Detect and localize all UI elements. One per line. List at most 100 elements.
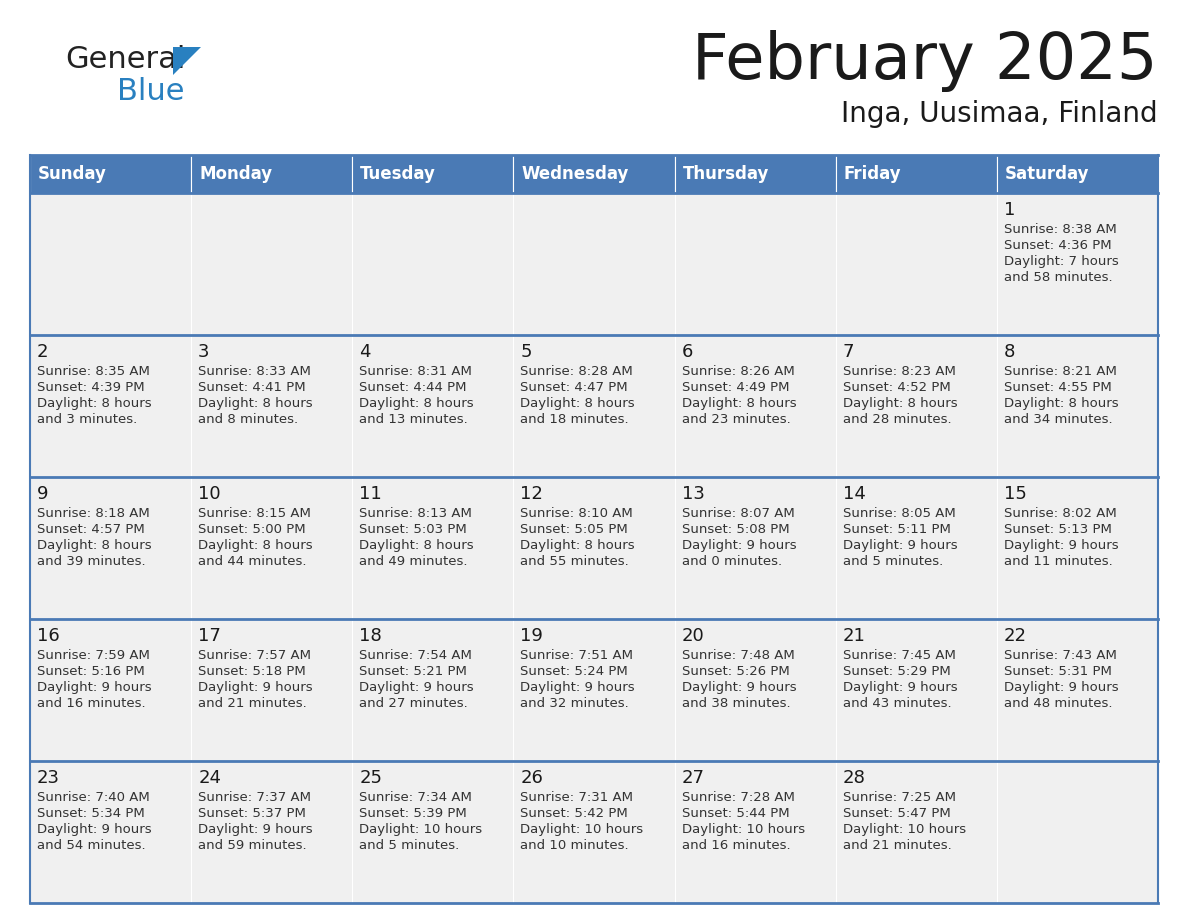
Text: Sunrise: 8:21 AM: Sunrise: 8:21 AM <box>1004 365 1117 378</box>
Text: General: General <box>65 45 185 74</box>
Text: and 38 minutes.: and 38 minutes. <box>682 697 790 710</box>
Text: Sunrise: 7:31 AM: Sunrise: 7:31 AM <box>520 791 633 804</box>
Text: Daylight: 9 hours: Daylight: 9 hours <box>37 823 152 836</box>
Bar <box>997 335 1158 477</box>
Text: Sunset: 5:16 PM: Sunset: 5:16 PM <box>37 665 145 678</box>
Text: and 27 minutes.: and 27 minutes. <box>359 697 468 710</box>
Text: and 43 minutes.: and 43 minutes. <box>842 697 952 710</box>
Text: Sunrise: 8:10 AM: Sunrise: 8:10 AM <box>520 507 633 520</box>
Text: Daylight: 9 hours: Daylight: 9 hours <box>682 681 796 694</box>
Bar <box>191 619 353 761</box>
Text: Sunset: 4:47 PM: Sunset: 4:47 PM <box>520 381 628 394</box>
Bar <box>835 477 997 619</box>
Text: and 10 minutes.: and 10 minutes. <box>520 839 630 852</box>
Text: and 39 minutes.: and 39 minutes. <box>37 555 146 568</box>
Text: and 55 minutes.: and 55 minutes. <box>520 555 630 568</box>
Polygon shape <box>173 47 201 75</box>
Text: Sunrise: 7:43 AM: Sunrise: 7:43 AM <box>1004 649 1117 662</box>
Text: Daylight: 9 hours: Daylight: 9 hours <box>520 681 636 694</box>
Text: Daylight: 8 hours: Daylight: 8 hours <box>198 539 312 552</box>
Text: 25: 25 <box>359 769 383 787</box>
Text: and 23 minutes.: and 23 minutes. <box>682 413 790 426</box>
Bar <box>997 193 1158 335</box>
Bar <box>191 761 353 903</box>
Bar <box>191 335 353 477</box>
Text: Daylight: 9 hours: Daylight: 9 hours <box>37 681 152 694</box>
Text: 8: 8 <box>1004 343 1016 361</box>
Text: Daylight: 10 hours: Daylight: 10 hours <box>682 823 804 836</box>
Text: and 0 minutes.: and 0 minutes. <box>682 555 782 568</box>
Text: Daylight: 8 hours: Daylight: 8 hours <box>520 397 636 410</box>
Text: Sunrise: 7:51 AM: Sunrise: 7:51 AM <box>520 649 633 662</box>
Bar <box>835 335 997 477</box>
Text: and 21 minutes.: and 21 minutes. <box>842 839 952 852</box>
Bar <box>30 761 191 903</box>
Text: Sunset: 4:55 PM: Sunset: 4:55 PM <box>1004 381 1112 394</box>
Bar <box>30 477 191 619</box>
Text: Blue: Blue <box>116 77 184 106</box>
Text: Sunrise: 7:45 AM: Sunrise: 7:45 AM <box>842 649 955 662</box>
Bar <box>30 619 191 761</box>
Text: Sunrise: 8:05 AM: Sunrise: 8:05 AM <box>842 507 955 520</box>
Text: Sunrise: 8:07 AM: Sunrise: 8:07 AM <box>682 507 795 520</box>
Text: and 32 minutes.: and 32 minutes. <box>520 697 630 710</box>
Text: 28: 28 <box>842 769 866 787</box>
Text: Sunset: 5:37 PM: Sunset: 5:37 PM <box>198 807 307 820</box>
Bar <box>513 335 675 477</box>
Text: Sunrise: 8:02 AM: Sunrise: 8:02 AM <box>1004 507 1117 520</box>
Text: Sunset: 4:49 PM: Sunset: 4:49 PM <box>682 381 789 394</box>
Text: Sunrise: 8:18 AM: Sunrise: 8:18 AM <box>37 507 150 520</box>
Text: Daylight: 7 hours: Daylight: 7 hours <box>1004 255 1119 268</box>
Text: and 49 minutes.: and 49 minutes. <box>359 555 468 568</box>
Text: Daylight: 9 hours: Daylight: 9 hours <box>198 681 312 694</box>
Text: 13: 13 <box>682 485 704 503</box>
Text: Sunset: 5:42 PM: Sunset: 5:42 PM <box>520 807 628 820</box>
Text: Sunset: 5:00 PM: Sunset: 5:00 PM <box>198 523 305 536</box>
Text: 22: 22 <box>1004 627 1026 645</box>
Text: and 5 minutes.: and 5 minutes. <box>359 839 460 852</box>
Text: Sunset: 5:24 PM: Sunset: 5:24 PM <box>520 665 628 678</box>
Text: Sunrise: 8:33 AM: Sunrise: 8:33 AM <box>198 365 311 378</box>
Bar <box>513 155 675 193</box>
Text: Sunset: 5:08 PM: Sunset: 5:08 PM <box>682 523 789 536</box>
Text: Daylight: 8 hours: Daylight: 8 hours <box>1004 397 1118 410</box>
Text: Sunrise: 8:26 AM: Sunrise: 8:26 AM <box>682 365 795 378</box>
Text: and 18 minutes.: and 18 minutes. <box>520 413 630 426</box>
Text: and 34 minutes.: and 34 minutes. <box>1004 413 1112 426</box>
Text: 6: 6 <box>682 343 693 361</box>
Text: Sunset: 5:31 PM: Sunset: 5:31 PM <box>1004 665 1112 678</box>
Text: Sunset: 5:34 PM: Sunset: 5:34 PM <box>37 807 145 820</box>
Text: 24: 24 <box>198 769 221 787</box>
Text: and 16 minutes.: and 16 minutes. <box>682 839 790 852</box>
Text: 15: 15 <box>1004 485 1026 503</box>
Text: Sunrise: 8:23 AM: Sunrise: 8:23 AM <box>842 365 955 378</box>
Text: Sunset: 5:39 PM: Sunset: 5:39 PM <box>359 807 467 820</box>
Text: Monday: Monday <box>200 165 272 183</box>
Text: 1: 1 <box>1004 201 1016 219</box>
Text: February 2025: February 2025 <box>693 30 1158 92</box>
Text: Sunset: 4:57 PM: Sunset: 4:57 PM <box>37 523 145 536</box>
Bar <box>513 193 675 335</box>
Text: 26: 26 <box>520 769 543 787</box>
Bar <box>353 477 513 619</box>
Bar <box>675 477 835 619</box>
Text: 3: 3 <box>198 343 209 361</box>
Text: 11: 11 <box>359 485 383 503</box>
Bar <box>997 155 1158 193</box>
Bar <box>675 619 835 761</box>
Text: and 21 minutes.: and 21 minutes. <box>198 697 307 710</box>
Bar <box>997 761 1158 903</box>
Text: Daylight: 8 hours: Daylight: 8 hours <box>359 539 474 552</box>
Bar <box>513 761 675 903</box>
Text: 14: 14 <box>842 485 866 503</box>
Bar <box>353 193 513 335</box>
Text: Daylight: 8 hours: Daylight: 8 hours <box>842 397 958 410</box>
Text: 19: 19 <box>520 627 543 645</box>
Text: Daylight: 9 hours: Daylight: 9 hours <box>1004 681 1118 694</box>
Text: Inga, Uusimaa, Finland: Inga, Uusimaa, Finland <box>841 100 1158 128</box>
Text: Daylight: 9 hours: Daylight: 9 hours <box>842 539 958 552</box>
Bar <box>675 761 835 903</box>
Text: Sunrise: 7:25 AM: Sunrise: 7:25 AM <box>842 791 955 804</box>
Text: Sunrise: 8:28 AM: Sunrise: 8:28 AM <box>520 365 633 378</box>
Text: Sunrise: 7:57 AM: Sunrise: 7:57 AM <box>198 649 311 662</box>
